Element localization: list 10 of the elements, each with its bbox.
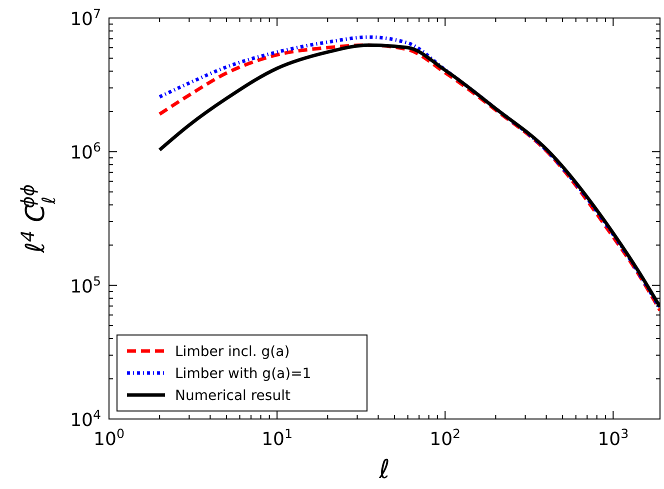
legend-label: Numerical result <box>175 388 291 404</box>
legend-label: Limber incl. g(a) <box>175 344 290 360</box>
y-tick-label: 10$^{6}$ <box>70 139 101 164</box>
legend-label: Limber with g(a)=1 <box>175 366 312 382</box>
x-axis-title: ℓ <box>378 455 390 485</box>
x-tick-label: 10$^{1}$ <box>262 426 293 450</box>
y-tick-label: 10$^{7}$ <box>70 6 101 30</box>
x-tick-label: 10$^{3}$ <box>598 426 629 450</box>
y-tick-label: 10$^{5}$ <box>70 272 101 298</box>
x-tick-label: 10$^{2}$ <box>430 426 461 450</box>
